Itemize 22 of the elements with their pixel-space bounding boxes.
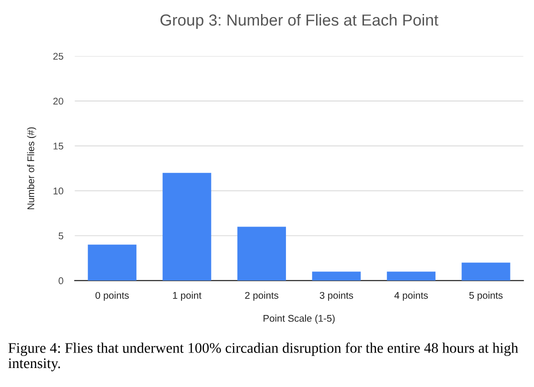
x-tick-label: 0 points (95, 292, 129, 301)
x-tick-label: 3 points (320, 292, 354, 301)
x-tick-label: 4 points (394, 292, 428, 301)
x-tick-label: 1 point (173, 292, 202, 301)
y-tick-label: 0 (58, 277, 64, 284)
bar (462, 262, 510, 281)
y-tick-label: 5 (58, 232, 64, 240)
caption: Figure 4: Flies that underwent 100% circadian disruption for the entire 48 hours at high intensity. (8, 342, 518, 372)
x-axis-title: Point Scale (1-5) (264, 314, 335, 324)
bar (162, 172, 212, 281)
bar (237, 226, 286, 281)
x-tick-label: 5 points (469, 292, 503, 301)
bar (386, 272, 436, 281)
y-axis-title: Number of Flies (#) (27, 127, 36, 210)
chart-title: Group 3: Number of Flies at Each Point (160, 14, 438, 29)
bar (312, 272, 361, 281)
x-tick-label: 2 points (245, 292, 278, 301)
y-tick-label: 20 (53, 98, 64, 105)
y-tick-label: 10 (54, 188, 64, 194)
y-tick-label: 25 (53, 52, 64, 60)
bar (88, 244, 136, 281)
y-tick-label: 15 (54, 142, 64, 150)
